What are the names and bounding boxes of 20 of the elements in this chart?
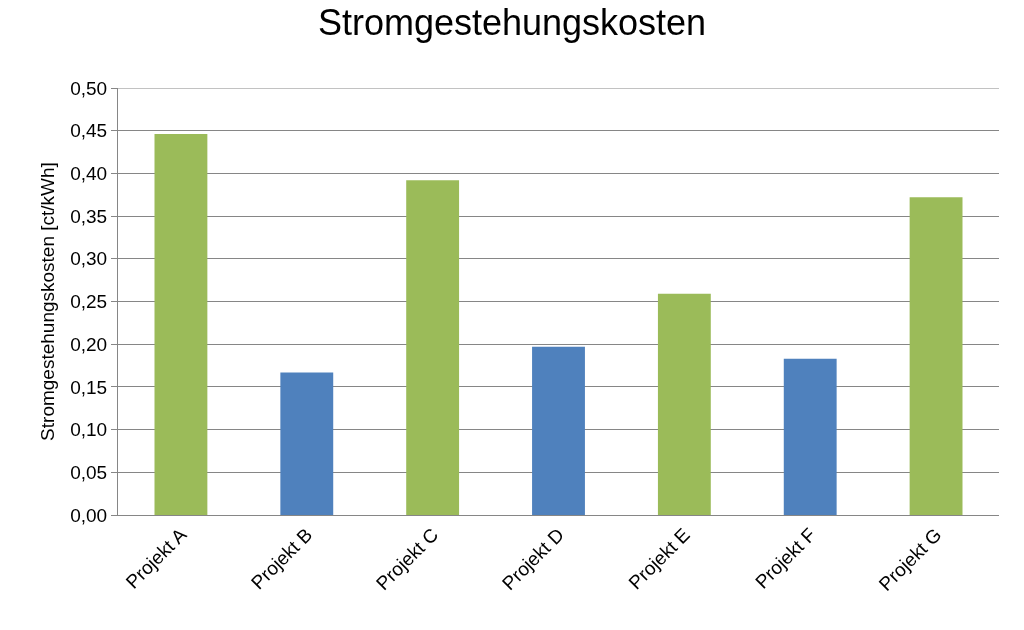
y-tick-label: 0,30 [70, 248, 108, 270]
bar [532, 346, 585, 515]
bar [406, 180, 460, 515]
y-tick-label: 0,05 [70, 461, 108, 483]
y-tick-label: 0,40 [70, 163, 108, 185]
y-tick-label: 0,50 [70, 77, 108, 99]
y-tick-label: 0,10 [70, 419, 108, 441]
y-tick-label: 0,45 [70, 120, 108, 142]
y-tick-label: 0,35 [70, 205, 108, 227]
y-tick-label: 0,00 [70, 504, 108, 526]
bar [657, 293, 711, 515]
y-tick-label: 0,25 [70, 291, 108, 313]
y-tick-label: 0,15 [70, 376, 108, 398]
y-axis-title: Stromgestehungskosten [ct/kWh] [37, 162, 59, 441]
chart-title: Stromgestehungskosten [317, 1, 707, 43]
bar [280, 372, 334, 515]
bar [154, 134, 208, 515]
y-tick-label: 0,20 [70, 333, 108, 355]
bar [783, 358, 837, 515]
bar [909, 197, 963, 515]
